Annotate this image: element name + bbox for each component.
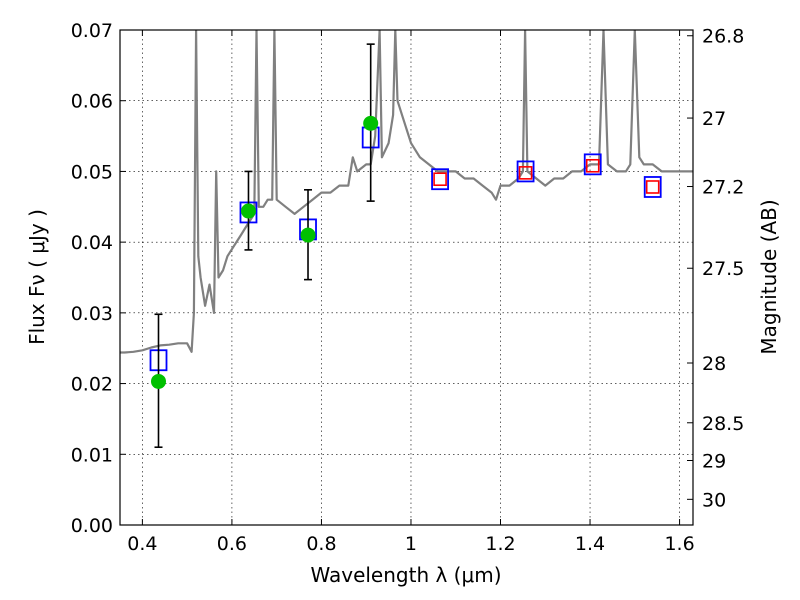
- observed-point: [300, 227, 316, 243]
- y-axis-label: Flux Fν ( μJy ): [25, 209, 49, 345]
- ticks: 0.4 0.6 0.8 1 1.2 1.4 1.6 0.00 0.01 0.02 0.03 0.04 0…: [71, 20, 745, 555]
- y-tick-label: 0.05: [71, 161, 113, 183]
- x-tick-label: 0.8: [306, 533, 336, 555]
- marker-group: [149, 43, 662, 449]
- y-tick-label: 0.06: [71, 91, 113, 113]
- model-inner-square-marker: [518, 166, 533, 180]
- y2-tick-label: 27.2: [702, 177, 744, 199]
- model-inner-square-marker: [645, 180, 660, 194]
- model-square-marker: [583, 153, 602, 176]
- series-group: [120, 30, 693, 354]
- y-tick-label: 0.07: [71, 20, 113, 42]
- y-tick-label: 0.00: [71, 515, 113, 537]
- spectrum-line: [120, 30, 693, 354]
- observed-point: [240, 203, 256, 219]
- x-tick-label: 1: [405, 533, 417, 555]
- y2-axis-label: Magnitude (AB): [757, 199, 781, 354]
- y2-tick-label: 29: [702, 451, 726, 473]
- y-tick-label: 0.04: [71, 232, 113, 254]
- model-inner-square-marker: [585, 158, 600, 173]
- y-tick-label: 0.02: [71, 374, 113, 396]
- x-tick-label: 1.2: [485, 533, 515, 555]
- x-tick-label: 1.4: [575, 533, 605, 555]
- observed-point: [363, 115, 379, 131]
- y2-tick-label: 30: [702, 489, 726, 511]
- observed-point: [150, 373, 166, 389]
- x-tick-label: 0.4: [127, 533, 157, 555]
- y2-tick-label: 28: [702, 353, 726, 375]
- y2-tick-label: 27: [702, 108, 726, 130]
- y-tick-label: 0.03: [71, 303, 113, 325]
- plot-frame: [119, 29, 694, 526]
- model-square-marker: [431, 168, 449, 191]
- grid: [120, 29, 693, 526]
- x-axis-label: Wavelength λ (μm): [310, 563, 501, 587]
- y2-tick-label: 27.5: [702, 258, 744, 280]
- y-tick-label: 0.01: [71, 444, 113, 466]
- x-tick-label: 0.6: [217, 533, 247, 555]
- y2-tick-label: 26.8: [702, 26, 744, 48]
- y2-tick-label: 28.5: [702, 413, 744, 435]
- model-square-marker: [643, 176, 662, 198]
- model-square-marker: [516, 160, 535, 183]
- model-inner-square-marker: [433, 172, 447, 187]
- x-tick-label: 1.6: [664, 533, 694, 555]
